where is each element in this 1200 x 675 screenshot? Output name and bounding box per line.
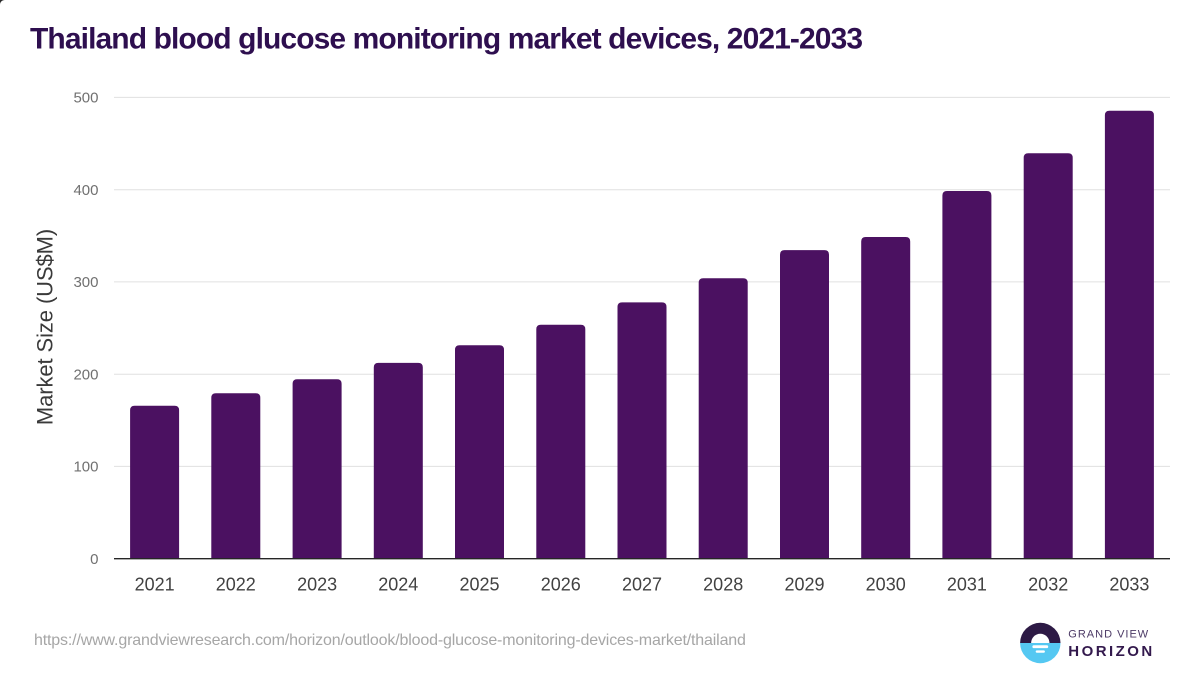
svg-text:https://www.grandviewresearch.: https://www.grandviewresearch.com/horizo… xyxy=(34,632,746,649)
svg-text:Market Size (US$M): Market Size (US$M) xyxy=(32,229,57,425)
svg-text:2028: 2028 xyxy=(703,575,743,595)
svg-text:2023: 2023 xyxy=(297,575,337,595)
svg-text:2024: 2024 xyxy=(378,575,418,595)
svg-text:0: 0 xyxy=(90,551,98,568)
svg-text:Thailand blood glucose monitor: Thailand blood glucose monitoring market… xyxy=(30,23,862,56)
svg-text:HORIZON: HORIZON xyxy=(1068,643,1154,660)
svg-text:100: 100 xyxy=(73,459,98,476)
svg-text:2031: 2031 xyxy=(947,575,987,595)
svg-text:2029: 2029 xyxy=(784,575,824,595)
svg-text:300: 300 xyxy=(73,274,98,291)
svg-text:2022: 2022 xyxy=(216,575,256,595)
svg-text:GRAND VIEW: GRAND VIEW xyxy=(1068,629,1149,641)
svg-text:2033: 2033 xyxy=(1109,575,1149,595)
svg-text:2026: 2026 xyxy=(541,575,581,595)
svg-text:2027: 2027 xyxy=(622,575,662,595)
svg-text:500: 500 xyxy=(73,90,98,107)
svg-text:2032: 2032 xyxy=(1028,575,1068,595)
svg-text:2025: 2025 xyxy=(459,575,499,595)
svg-text:2021: 2021 xyxy=(135,575,175,595)
svg-text:2030: 2030 xyxy=(866,575,906,595)
svg-text:200: 200 xyxy=(73,367,98,384)
svg-text:400: 400 xyxy=(73,182,98,199)
